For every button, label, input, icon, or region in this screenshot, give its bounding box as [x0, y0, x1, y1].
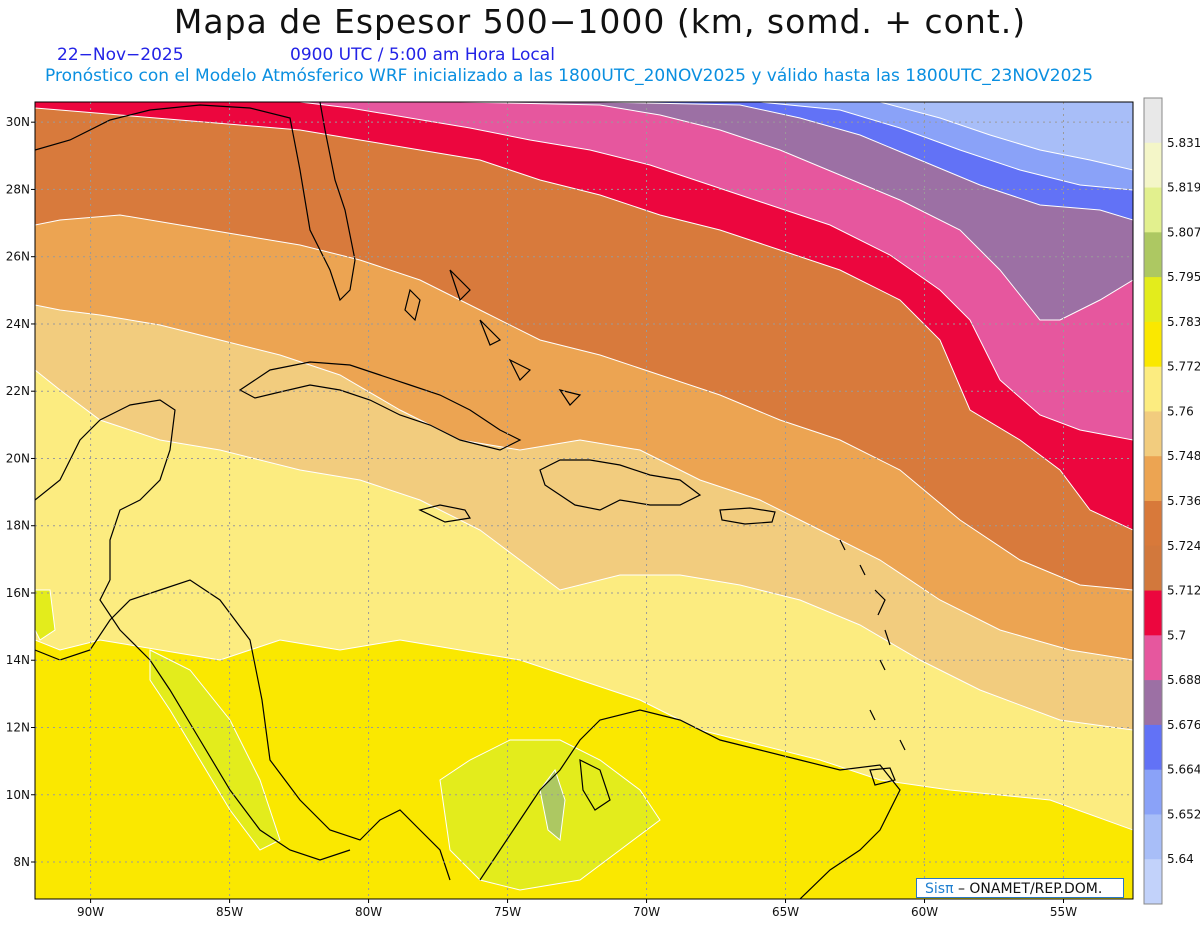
- latitude-label: 26N: [6, 250, 30, 264]
- plot-frame: [34, 101, 1134, 900]
- latitude-label: 10N: [6, 788, 30, 802]
- colorbar-swatch: [1144, 859, 1162, 905]
- colorbar-swatch: [1144, 187, 1162, 233]
- colorbar-label: 5.783: [1167, 315, 1200, 329]
- colorbar-swatch: [1144, 680, 1162, 726]
- longitude-label: 55W: [1050, 905, 1077, 919]
- shaded-thickness-field: [35, 102, 1133, 899]
- colorbar-label: 5.748: [1167, 449, 1200, 463]
- latitude-label: 18N: [6, 519, 30, 533]
- colorbar-swatch: [1144, 321, 1162, 368]
- colorbar-label: 5.664: [1167, 763, 1200, 777]
- latitude-label: 24N: [6, 317, 30, 331]
- longitude-label: 60W: [911, 905, 938, 919]
- latitude-label: 22N: [6, 384, 30, 398]
- colorbar-swatch: [1144, 277, 1162, 323]
- latitude-label: 12N: [6, 720, 30, 734]
- latitude-label: 20N: [6, 451, 30, 465]
- credit-box: Sisπ – ONAMET/REP.DOM.: [916, 878, 1124, 898]
- date-label: 22−Nov−2025: [57, 45, 184, 65]
- latitude-label: 30N: [6, 115, 30, 129]
- colorbar-label: 5.772: [1167, 360, 1200, 374]
- latitude-label: 16N: [6, 586, 30, 600]
- colorbar-label: 5.76: [1167, 404, 1194, 418]
- colorbar-label: 5.712: [1167, 584, 1200, 598]
- colorbar-swatch: [1144, 814, 1162, 860]
- colorbar-label: 5.819: [1167, 181, 1200, 195]
- colorbar-label: 5.688: [1167, 673, 1200, 687]
- colorbar-frame: [1143, 97, 1163, 905]
- colorbar: 5.831 5.819 5.807 5.795 5.783 5.772 5.76 5.748 5…: [1143, 97, 1200, 905]
- graticule: [35, 102, 1133, 899]
- colorbar-label: 5.652: [1167, 807, 1200, 821]
- coastlines: [35, 102, 906, 899]
- colorbar-swatch: [1144, 232, 1162, 278]
- colorbar-swatch: [1144, 411, 1162, 457]
- colorbar-label: 5.7: [1167, 628, 1186, 642]
- colorbar-swatch: [1144, 456, 1162, 502]
- longitude-label: 75W: [494, 905, 521, 919]
- colorbar-swatch: [1144, 769, 1162, 815]
- colorbar-swatch: [1144, 724, 1162, 771]
- colorbar-label: 5.795: [1167, 270, 1200, 284]
- colorbar-swatch: [1144, 501, 1162, 547]
- latitude-label: 8N: [13, 855, 30, 869]
- colorbar-swatch: [1144, 545, 1162, 592]
- longitude-label: 70W: [633, 905, 660, 919]
- longitude-axis: 90W 85W 80W 75W 70W 65W 60W 55W: [77, 899, 1077, 919]
- latitude-axis: 30N 28N 26N 24N 22N 20N 18N 16N 14N 12N 10N 8N: [6, 115, 35, 869]
- colorbar-label: 5.64: [1167, 852, 1194, 866]
- sispi-logo: Sisπ: [925, 881, 954, 897]
- colorbar-label: 5.724: [1167, 539, 1200, 553]
- forecast-description: Pronóstico con el Modelo Atmósferico WRF…: [45, 66, 1094, 86]
- colorbar-label: 5.736: [1167, 494, 1200, 508]
- colorbar-swatch: [1144, 98, 1162, 144]
- longitude-label: 85W: [216, 905, 243, 919]
- longitude-label: 65W: [772, 905, 799, 919]
- colorbar-swatch: [1144, 142, 1162, 189]
- credit-text: – ONAMET/REP.DOM.: [957, 881, 1103, 897]
- longitude-label: 90W: [77, 905, 104, 919]
- latitude-label: 14N: [6, 653, 30, 667]
- colorbar-swatch: [1144, 366, 1162, 412]
- colorbar-swatch: [1144, 635, 1162, 681]
- longitude-label: 80W: [355, 905, 382, 919]
- colorbar-label: 5.676: [1167, 718, 1200, 732]
- colorbar-label: 5.831: [1167, 136, 1200, 150]
- map-title: Mapa de Espesor 500−1000 (km, somd. + co…: [173, 2, 1027, 41]
- colorbar-swatch: [1144, 590, 1162, 636]
- colorbar-label: 5.807: [1167, 225, 1200, 239]
- latitude-label: 28N: [6, 182, 30, 196]
- time-label: 0900 UTC / 5:00 am Hora Local: [290, 45, 555, 65]
